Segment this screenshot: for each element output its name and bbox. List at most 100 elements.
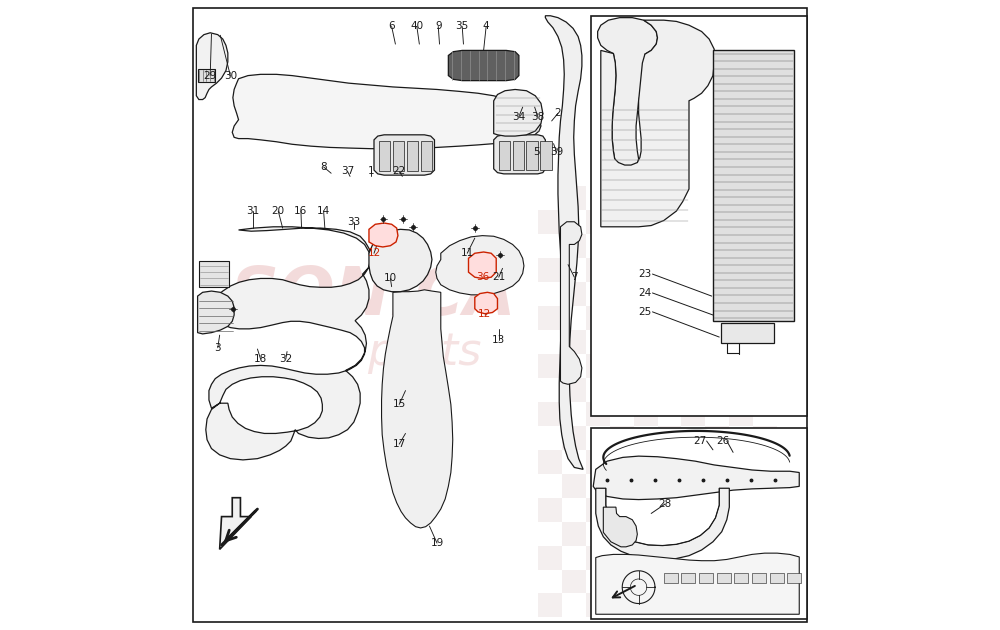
Bar (729, 402, 753, 426)
Bar (538, 593, 562, 617)
Text: 21: 21 (492, 272, 505, 282)
Bar (586, 546, 610, 570)
Text: 37: 37 (341, 166, 354, 176)
Text: SONICA: SONICA (231, 263, 517, 329)
Bar (681, 258, 705, 282)
Bar (753, 378, 777, 402)
Bar (634, 498, 658, 522)
Text: 22: 22 (393, 166, 406, 176)
Polygon shape (468, 252, 496, 278)
Bar (729, 210, 753, 234)
Text: 30: 30 (224, 71, 237, 81)
Bar (681, 593, 705, 617)
Bar (586, 210, 610, 234)
Bar (634, 546, 658, 570)
Bar (658, 378, 681, 402)
Polygon shape (596, 488, 729, 559)
Bar (753, 474, 777, 498)
Bar (591, 16, 807, 416)
Bar (634, 258, 658, 282)
Text: 20: 20 (272, 206, 285, 216)
Bar (681, 354, 705, 378)
Bar (198, 69, 215, 82)
Bar (705, 522, 729, 546)
Bar (729, 258, 753, 282)
Polygon shape (369, 229, 432, 292)
Bar (681, 573, 695, 583)
Bar (705, 426, 729, 450)
Polygon shape (494, 89, 543, 136)
Text: 4: 4 (483, 21, 489, 32)
Text: 24: 24 (638, 288, 652, 298)
Text: 25: 25 (638, 307, 652, 317)
Bar (610, 330, 634, 354)
Text: 6: 6 (388, 21, 395, 32)
Bar (591, 428, 807, 619)
Text: 23: 23 (638, 269, 652, 279)
Bar (713, 50, 794, 321)
Text: 39: 39 (550, 147, 563, 158)
Bar (538, 258, 562, 282)
Polygon shape (494, 135, 545, 174)
Bar (720, 323, 774, 343)
Bar (753, 570, 777, 593)
Text: 13: 13 (492, 335, 505, 345)
Bar (658, 282, 681, 306)
Bar (610, 378, 634, 402)
Bar (199, 261, 229, 287)
Bar (538, 306, 562, 330)
Bar (586, 306, 610, 330)
Bar (499, 141, 510, 170)
Bar (610, 186, 634, 210)
Bar (562, 426, 586, 450)
Polygon shape (374, 135, 434, 175)
Text: 9: 9 (435, 21, 442, 32)
Bar (658, 522, 681, 546)
Text: 29: 29 (204, 71, 217, 81)
Bar (586, 593, 610, 617)
Bar (610, 282, 634, 306)
Text: 15: 15 (393, 399, 406, 410)
Bar (681, 306, 705, 330)
Text: 1: 1 (368, 166, 375, 176)
Bar (538, 450, 562, 474)
Bar (753, 234, 777, 258)
Bar (717, 573, 731, 583)
Bar (526, 141, 538, 170)
Polygon shape (545, 16, 583, 469)
Bar (538, 402, 562, 426)
Text: 40: 40 (410, 21, 423, 32)
Bar (610, 570, 634, 593)
Bar (610, 426, 634, 450)
Bar (729, 354, 753, 378)
Bar (753, 522, 777, 546)
Bar (705, 186, 729, 210)
Bar (753, 330, 777, 354)
Text: 38: 38 (531, 112, 544, 122)
Bar (634, 210, 658, 234)
Bar (586, 498, 610, 522)
Text: 11: 11 (461, 248, 474, 258)
Bar (407, 141, 418, 171)
Bar (513, 141, 524, 170)
Bar (634, 593, 658, 617)
Bar (681, 498, 705, 522)
Bar (562, 474, 586, 498)
Polygon shape (448, 50, 519, 81)
Bar (753, 282, 777, 306)
Polygon shape (220, 498, 251, 549)
Polygon shape (198, 291, 234, 334)
Bar (770, 573, 784, 583)
Text: 31: 31 (246, 206, 260, 216)
Bar (787, 573, 801, 583)
Bar (729, 450, 753, 474)
Bar (379, 141, 390, 171)
Bar (634, 306, 658, 330)
Text: 27: 27 (694, 436, 707, 446)
Bar (705, 330, 729, 354)
Bar (562, 330, 586, 354)
Polygon shape (369, 223, 398, 247)
Polygon shape (436, 236, 524, 295)
Bar (562, 282, 586, 306)
Bar (658, 570, 681, 593)
